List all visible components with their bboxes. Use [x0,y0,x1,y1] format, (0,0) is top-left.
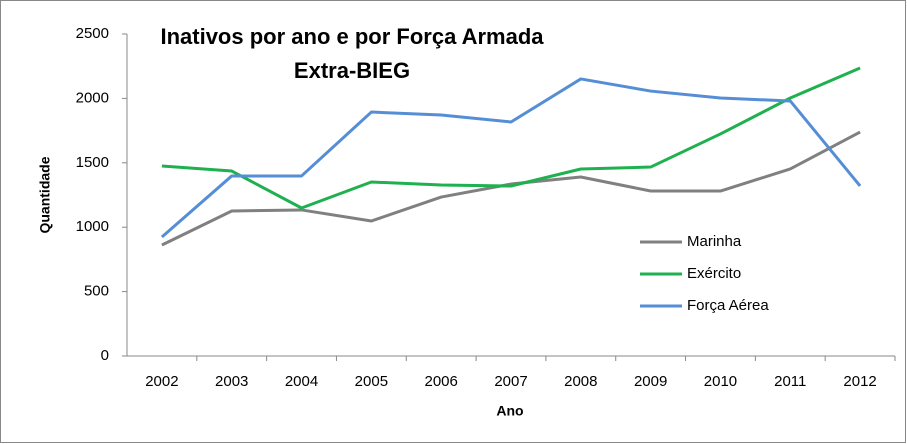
x-tick-label: 2010 [704,373,737,390]
x-tick-label: 2004 [285,373,318,390]
x-tick-label: 2011 [774,373,806,390]
x-tick-label: 2006 [424,373,457,390]
legend-label: Exército [687,265,741,282]
y-tick-label: 500 [84,283,109,300]
x-tick-label: 2012 [843,373,876,390]
x-tick-label: 2005 [355,373,388,390]
chart-subtitle: Extra-BIEG [294,58,410,83]
x-tick-label: 2008 [564,373,597,390]
x-tick-label: 2002 [145,373,178,390]
series-line [161,130,861,247]
y-axis-title: Quantidade [37,156,53,233]
x-tick-label: 2007 [494,373,527,390]
x-tick-label: 2003 [215,373,248,390]
series-line [161,66,861,210]
chart-title: Inativos por ano e por Força Armada [160,24,544,49]
y-tick-label: 0 [101,347,109,364]
series-line [160,77,862,239]
legend-label: Força Aérea [687,297,769,314]
y-tick-label: 2500 [76,25,109,42]
x-axis-title: Ano [496,403,523,419]
y-tick-label: 2000 [76,89,109,106]
y-tick-label: 1500 [76,154,109,171]
legend-label: Marinha [687,233,742,250]
x-tick-label: 2009 [634,373,667,390]
y-tick-label: 1000 [76,218,109,235]
